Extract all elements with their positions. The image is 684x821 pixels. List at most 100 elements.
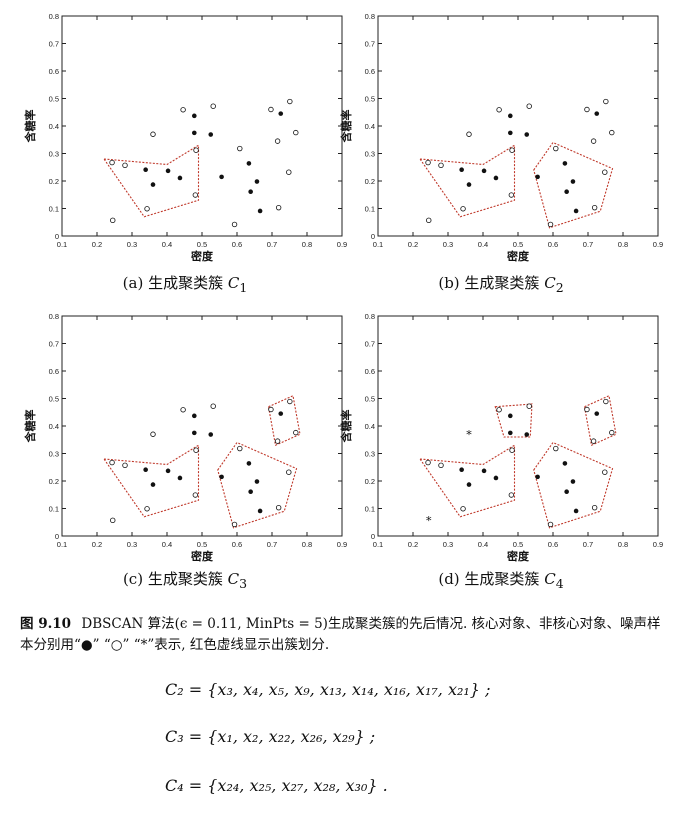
scatter-plot-d: 0.1 0.2 0.3 0.4 0.5 0.6 0.7 0.8 0.900.10.20.30.4…	[339, 312, 663, 563]
core-point	[208, 132, 214, 137]
border-point	[286, 469, 292, 475]
border-point	[275, 204, 282, 211]
y-tick-label: 0.1	[49, 205, 59, 214]
core-point	[143, 467, 148, 473]
border-point	[590, 438, 597, 444]
core-point	[594, 411, 600, 416]
core-point	[192, 430, 197, 436]
border-point	[109, 459, 115, 466]
caption-d: (d) 生成聚类簇 C4	[438, 570, 564, 591]
y-tick-label: 0.2	[365, 177, 375, 186]
y-axis-label: 含糖率	[339, 110, 353, 144]
y-tick-label: 0.5	[49, 395, 59, 404]
border-point	[193, 447, 199, 453]
core-point	[573, 208, 579, 214]
core-point	[481, 468, 487, 474]
border-point	[144, 506, 150, 512]
y-tick-label: 0.3	[49, 150, 59, 159]
y-tick-label: 0.6	[49, 67, 59, 76]
core-point	[143, 167, 148, 173]
x-tick-label: 0.8	[302, 240, 312, 249]
y-tick-label: 0	[55, 532, 59, 541]
y-axis-label: 含糖率	[339, 410, 353, 444]
x-axis-label: 密度	[191, 549, 214, 563]
core-point	[254, 179, 260, 184]
x-tick-label: 0.4	[162, 240, 172, 249]
caption-a: (a) 生成聚类簇 C1	[122, 274, 248, 295]
border-point	[508, 492, 515, 498]
y-tick-label: 0.8	[365, 12, 375, 21]
border-point	[180, 107, 186, 113]
core-point	[570, 479, 576, 484]
x-tick-label: 0.2	[92, 240, 102, 249]
x-tick-label: 0.5	[513, 240, 523, 249]
cluster-boundary	[217, 441, 298, 529]
x-tick-label: 0.4	[478, 240, 488, 249]
x-tick-label: 0.3	[443, 240, 453, 249]
panel-a: 0.1 0.2 0.3 0.4 0.5 0.6 0.7 0.8 0.9 0 0.1 0.2 0.3 0.4…	[20, 6, 347, 306]
x-tick-label: 0.1	[57, 240, 67, 249]
border-point	[268, 406, 274, 413]
x-tick-label: 0.8	[618, 240, 628, 249]
caption-b: (b) 生成聚类簇 C2	[438, 274, 564, 295]
core-point	[192, 413, 197, 419]
scatter-plot-c: 0.1 0.2 0.3 0.4 0.5 0.6 0.7 0.8 0.900.10.20.30.4…	[23, 312, 347, 563]
x-tick-label: 0.3	[127, 540, 137, 549]
border-point	[150, 131, 156, 137]
core-point	[165, 468, 171, 474]
border-point	[460, 506, 466, 512]
border-point	[150, 431, 156, 437]
border-point	[508, 192, 515, 198]
border-point	[180, 407, 186, 413]
border-point	[591, 504, 598, 511]
x-axis-label: 密度	[191, 249, 214, 263]
x-tick-label: 0.2	[408, 540, 418, 549]
panel-d: 0.1 0.2 0.3 0.4 0.5 0.6 0.7 0.8 0.9 0 0.1 0.2 0.3 0.4…	[336, 306, 663, 606]
core-point	[192, 130, 197, 136]
y-tick-label: 0.4	[365, 422, 375, 431]
border-point	[602, 469, 608, 475]
core-point	[278, 411, 284, 416]
border-point	[193, 147, 199, 153]
x-tick-label: 0.1	[373, 240, 383, 249]
border-point	[237, 145, 243, 152]
border-point	[210, 403, 216, 409]
figure-caption: 图 9.10 DBSCAN 算法(ϵ = 0.11, MinPts = 5)生成…	[20, 614, 670, 656]
border-point	[293, 429, 299, 436]
x-tick-label: 0.3	[127, 240, 137, 249]
border-point	[237, 445, 243, 452]
core-point	[493, 475, 499, 481]
core-point	[192, 113, 197, 119]
border-point	[496, 107, 502, 113]
x-tick-label: 0.6	[548, 540, 558, 549]
border-point	[460, 206, 466, 212]
core-point	[246, 161, 252, 166]
border-point	[438, 162, 444, 169]
core-point	[524, 432, 530, 437]
y-tick-label: 0.4	[365, 122, 375, 131]
border-point	[553, 145, 559, 152]
border-point	[425, 459, 431, 466]
core-point	[562, 461, 568, 466]
y-tick-label: 0.6	[49, 367, 59, 376]
core-point	[466, 482, 472, 487]
y-tick-label: 0.8	[49, 12, 59, 21]
border-point	[438, 462, 444, 469]
y-tick-label: 0.8	[365, 312, 375, 321]
core-point	[535, 174, 540, 180]
core-point	[508, 130, 513, 136]
border-point	[553, 445, 559, 452]
border-point	[210, 103, 216, 109]
y-tick-label: 0.1	[365, 505, 375, 514]
core-point	[564, 189, 569, 195]
border-point	[110, 517, 116, 524]
border-point	[603, 398, 609, 405]
x-tick-label: 0.6	[232, 240, 242, 249]
y-tick-label: 0.5	[365, 395, 375, 404]
x-tick-label: 0.7	[583, 240, 593, 249]
border-point	[591, 204, 598, 211]
cluster-boundary	[102, 144, 200, 218]
core-point	[562, 161, 568, 166]
x-tick-label: 0.5	[197, 240, 207, 249]
y-tick-label: 0.7	[49, 40, 59, 49]
